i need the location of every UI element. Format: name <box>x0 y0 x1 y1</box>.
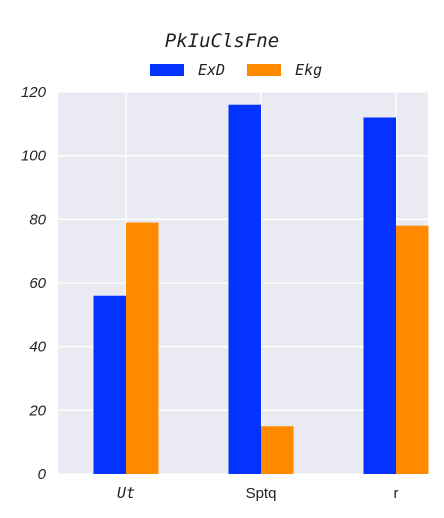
bar-series-0-category-0 <box>93 295 126 474</box>
y-tick-label-1: 20 <box>28 402 46 419</box>
y-tick-label-2: 40 <box>29 339 46 356</box>
bar-series-0-category-2 <box>363 117 396 474</box>
legend: ExD Ekg <box>150 60 344 80</box>
bar-series-1-category-1 <box>261 426 294 474</box>
x-tick-label-0: Ut <box>117 484 135 502</box>
legend-label-series-0: ExD <box>198 61 226 79</box>
y-tick-label-3: 60 <box>29 275 46 292</box>
legend-label-series-1: Ekg <box>295 61 323 79</box>
x-tick-label-1: Sptq <box>246 485 277 502</box>
bar-series-1-category-2 <box>396 225 429 474</box>
bar-series-1-category-0 <box>126 222 159 474</box>
x-tick-label-2: r <box>394 485 399 502</box>
legend-swatch-series-0 <box>150 64 184 76</box>
y-tick-label-4: 80 <box>29 211 46 228</box>
chart-title: PkIuClsFne <box>164 30 280 52</box>
legend-item-series-0: ExD <box>150 61 225 79</box>
y-tick-label-5: 100 <box>21 148 47 165</box>
legend-item-series-1: Ekg <box>247 61 322 79</box>
y-tick-label-6: 120 <box>21 84 47 101</box>
y-tick-label-0: 0 <box>38 466 47 483</box>
bar-series-0-category-1 <box>228 104 261 474</box>
legend-swatch-series-1 <box>247 64 282 76</box>
